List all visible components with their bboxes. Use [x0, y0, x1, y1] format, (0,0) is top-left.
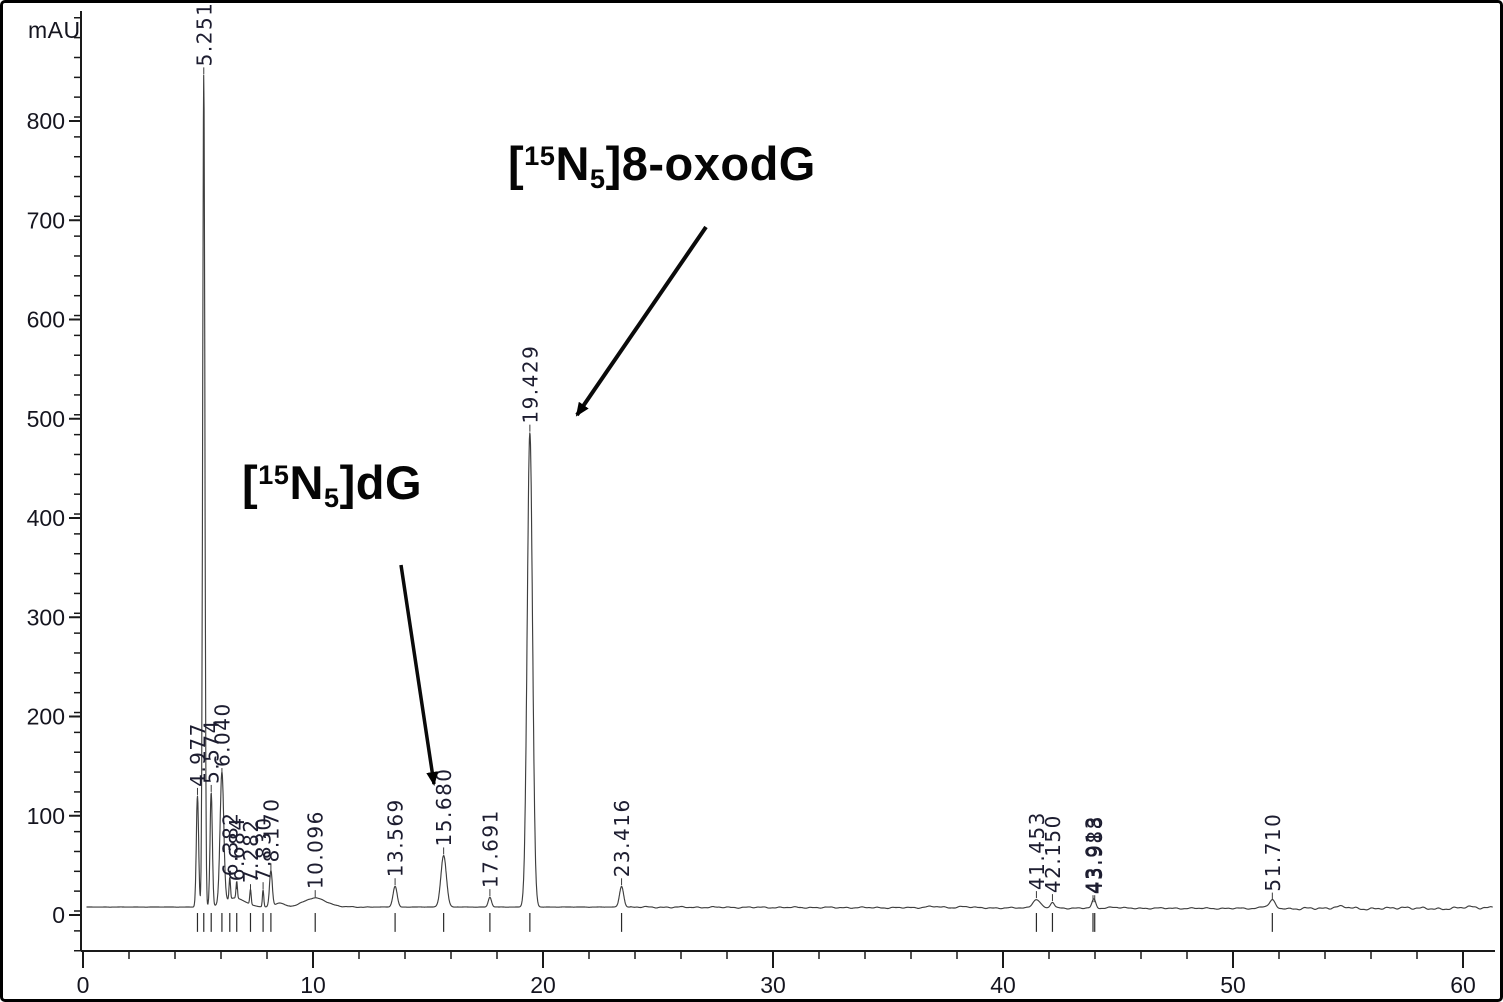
peak-retention-time-label: 5.251: [192, 3, 216, 66]
peak-retention-time-label: 6.382: [218, 811, 242, 876]
y-tick-label: 100: [27, 803, 65, 829]
y-tick-label: 400: [27, 505, 65, 531]
annotation-text: ]dG: [339, 456, 422, 509]
annotation-15N5-8-oxodG: [15N5]8-oxodG: [508, 136, 816, 195]
annotation-15N5-dG: [15N5]dG: [242, 455, 422, 514]
chromatogram-trace: [86, 74, 1493, 911]
annotation-text: N: [555, 137, 590, 190]
axes: 0 100 200 300 400 500 600 700 800 0 10 20 30 40 50 60: [27, 11, 1495, 998]
peak-retention-time-label: 19.429: [518, 345, 542, 424]
atom-count-subscript: 5: [323, 482, 340, 514]
peak-retention-time-label: 5.574: [200, 719, 224, 784]
arrow-8-oxodG: [575, 225, 708, 417]
isotope-superscript: 15: [258, 459, 290, 491]
x-tick-label: 40: [990, 972, 1016, 998]
peak-retention-time-label: 6.684: [225, 816, 249, 881]
peak-retention-time-label: 17.691: [478, 809, 502, 888]
annotation-text: N: [289, 456, 324, 509]
y-tick-label: 500: [27, 406, 65, 432]
isotope-superscript: 15: [524, 140, 556, 172]
peak-retention-time-label: 43.913: [1081, 815, 1105, 894]
y-tick-label: 300: [27, 604, 65, 630]
peak-retention-time-label: 4.977: [186, 722, 210, 787]
annotation-text: [: [242, 456, 259, 509]
annotation-text: [: [508, 137, 525, 190]
trace: [86, 74, 1493, 911]
peak-retention-time-label: 43.988: [1083, 815, 1107, 894]
peak-retention-time-label: 10.096: [304, 810, 328, 889]
peak-retention-time-label: 7.282: [239, 818, 263, 883]
peak-retention-time-label: 51.710: [1261, 813, 1285, 892]
y-axis-unit-label: mAU: [28, 17, 81, 43]
x-tick-label: 50: [1220, 972, 1246, 998]
x-tick-label: 10: [300, 972, 326, 998]
x-tick-label: 30: [760, 972, 786, 998]
peak-retention-time-label: 42.150: [1041, 814, 1065, 893]
y-tick-label: 700: [27, 207, 65, 233]
arrow-dG: [399, 564, 439, 786]
peak-retention-time-label: 6.040: [210, 702, 234, 767]
y-tick-label: 800: [27, 108, 65, 134]
chromatogram-plot: 0 100 200 300 400 500 600 700 800 0 10 20 30 40 50 60 4.…: [27, 3, 1495, 998]
peak-retention-time-label: 15.680: [432, 767, 456, 846]
atom-count-subscript: 5: [589, 163, 606, 195]
annotation-text: ]8-oxodG: [605, 137, 816, 190]
peak-retention-time-label: 7.830: [252, 816, 276, 881]
peak-retention-time-label: 8.170: [259, 798, 283, 863]
x-tick-label: 20: [530, 972, 556, 998]
x-tick-label: 0: [77, 972, 90, 998]
peak-retention-time-label: 41.453: [1025, 811, 1049, 890]
peak-retention-time-label: 13.569: [384, 798, 408, 877]
y-tick-label: 200: [27, 704, 65, 730]
x-tick-label: 60: [1450, 972, 1476, 998]
y-tick-label: 600: [27, 307, 65, 333]
peak-retention-time-label: 23.416: [610, 798, 634, 877]
y-tick-label: 0: [52, 902, 65, 928]
